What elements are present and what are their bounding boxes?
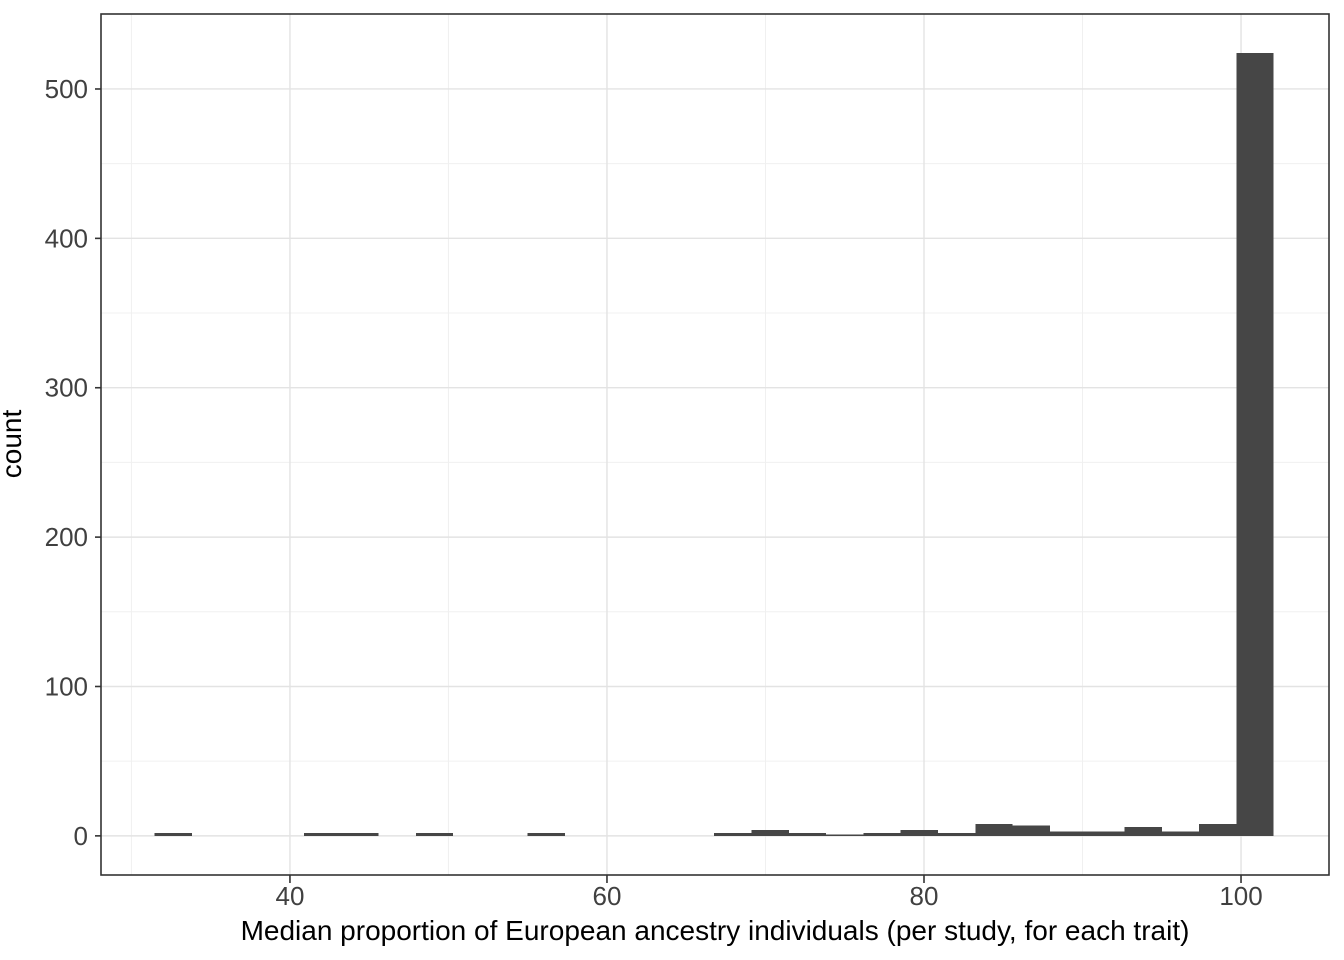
histogram-bar — [1049, 831, 1088, 836]
histogram-bar — [937, 832, 976, 836]
histogram-bar — [303, 832, 342, 836]
histogram-bar — [341, 832, 379, 836]
y-tick-label: 400 — [45, 223, 88, 253]
histogram-bar — [1087, 831, 1125, 836]
panel-border — [100, 13, 1330, 876]
y-tick-label: 0 — [74, 821, 88, 851]
histogram-bar — [826, 834, 864, 836]
histogram-bar — [788, 832, 827, 836]
x-tick-label: 100 — [1219, 881, 1262, 911]
histogram-bar — [751, 829, 789, 836]
histogram-bar — [975, 823, 1013, 836]
histogram-bar — [900, 829, 938, 836]
panel-background — [101, 14, 1329, 875]
y-tick-label: 300 — [45, 373, 88, 403]
y-tick-label: 200 — [45, 522, 88, 552]
histogram-bar — [1236, 53, 1274, 836]
y-tick-label: 100 — [45, 671, 88, 701]
histogram-bar — [1161, 831, 1200, 836]
histogram-bar — [714, 832, 752, 836]
x-tick-label: 80 — [910, 881, 939, 911]
x-tick-label: 40 — [275, 881, 304, 911]
y-axis-title: count — [0, 410, 27, 479]
x-axis-title: Median proportion of European ancestry i… — [241, 915, 1190, 946]
histogram-bar — [527, 832, 566, 836]
chart-generated-layer: 40 60 80 100 0 100 200 300 400 500 — [45, 13, 1330, 911]
x-tick-label: 60 — [593, 881, 622, 911]
histogram-bar — [1124, 826, 1162, 836]
histogram-bar — [415, 832, 454, 836]
histogram-bar — [1199, 823, 1237, 836]
y-tick-label: 500 — [45, 74, 88, 104]
histogram-bar — [1012, 825, 1050, 836]
histogram-bar — [863, 832, 901, 836]
histogram-bar — [154, 832, 193, 836]
